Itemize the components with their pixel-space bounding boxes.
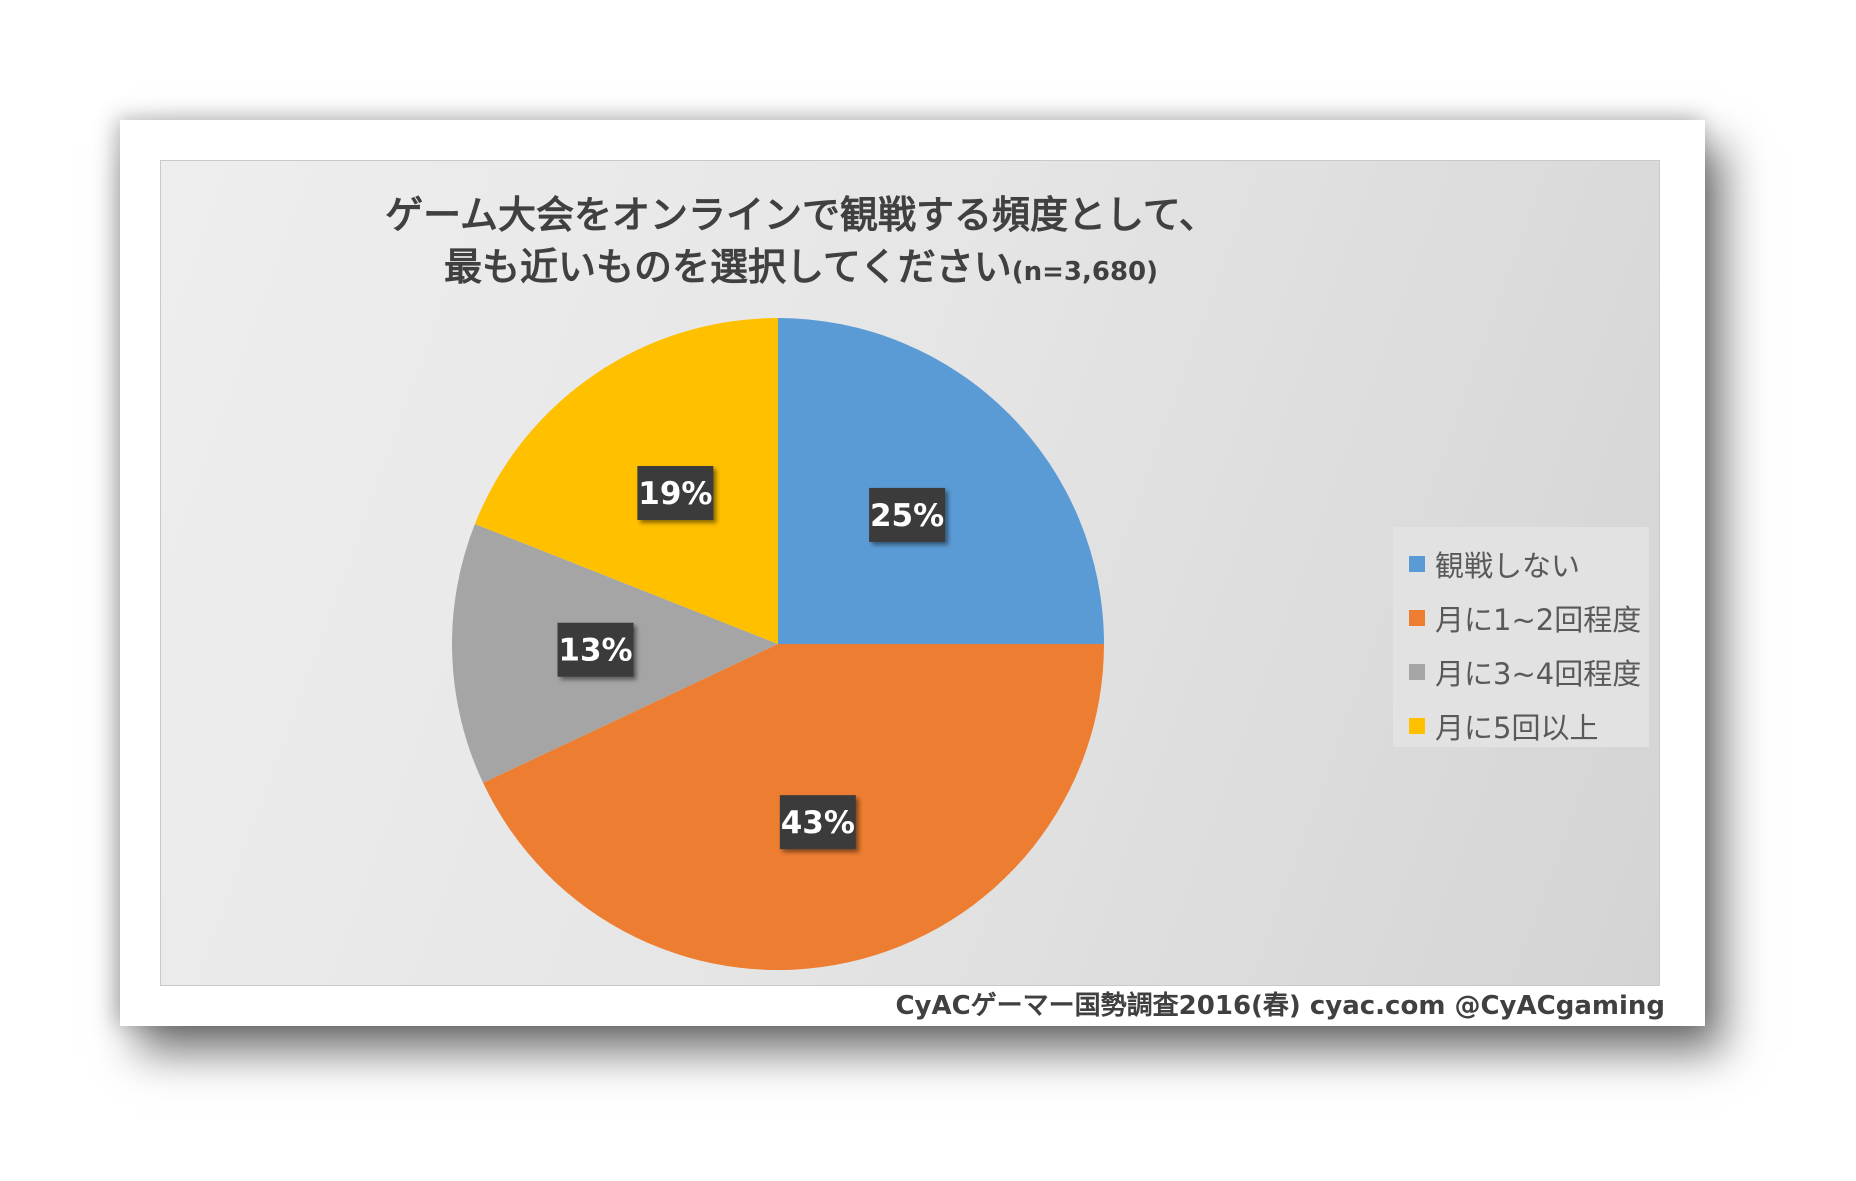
legend-label: 月に5回以上	[1435, 711, 1599, 745]
legend-label: 観戦しない	[1435, 549, 1581, 583]
legend-label: 月に1~2回程度	[1435, 603, 1642, 637]
pie-slice-4	[474, 318, 778, 644]
chart-title-line1: ゲーム大会をオンラインで観戦する頻度として、	[385, 193, 1217, 237]
svg-text:43%: 43%	[781, 805, 855, 841]
source-credit: CyACゲーマー国勢調査2016(春) cyac.com @CyACgaming	[895, 991, 1665, 1021]
chart-legend: 観戦しない月に1~2回程度 月に3~4回程度 月に5回以上	[1393, 527, 1649, 747]
svg-text:19%: 19%	[638, 476, 712, 512]
data-label-4: 19%	[637, 466, 714, 521]
svg-text:25%: 25%	[870, 498, 944, 534]
chart-card: ゲーム大会をオンラインで観戦する頻度として、 最も近いものを選択してください(n…	[120, 120, 1705, 1026]
legend-label: 月に3~4回程度	[1435, 657, 1642, 691]
legend-swatch	[1409, 556, 1425, 572]
legend-swatch	[1409, 610, 1425, 626]
legend-item-3: 月に3~4回程度	[1409, 645, 1649, 699]
legend-item-1: 観戦しない	[1409, 537, 1649, 591]
svg-text:13%: 13%	[558, 633, 632, 669]
chart-sample-size: (n=3,680)	[1011, 257, 1159, 287]
legend-swatch	[1409, 664, 1425, 680]
legend-item-2: 月に1~2回程度	[1409, 591, 1649, 645]
data-label-2: 43%	[779, 795, 856, 850]
pie-chart: 25% 43% 13% 19%	[451, 318, 1104, 970]
chart-title-line2: 最も近いものを選択してください(n=3,680)	[161, 241, 1441, 298]
chart-title-line2-text: 最も近いものを選択してください	[443, 245, 1012, 289]
legend-item-4: 月に5回以上	[1409, 699, 1649, 753]
pie-slice-1	[778, 318, 1104, 644]
legend-swatch	[1409, 718, 1425, 734]
data-label-3: 13%	[557, 622, 634, 677]
chart-title: ゲーム大会をオンラインで観戦する頻度として、 最も近いものを選択してください(n…	[161, 189, 1441, 298]
data-label-1: 25%	[869, 487, 946, 542]
chart-area: ゲーム大会をオンラインで観戦する頻度として、 最も近いものを選択してください(n…	[160, 160, 1660, 986]
